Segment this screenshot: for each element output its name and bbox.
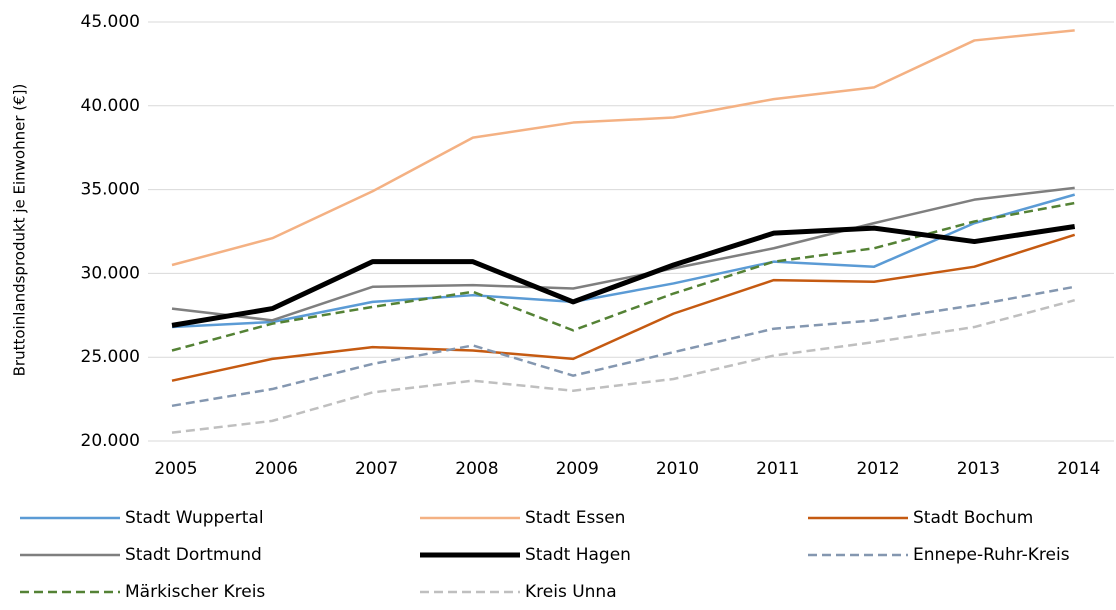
y-tick-label: 45.000: [81, 12, 140, 32]
x-tick-label: 2010: [656, 459, 699, 479]
y-tick-label: 30.000: [81, 263, 140, 283]
x-tick-label: 2008: [455, 459, 498, 479]
x-tick-label: 2009: [556, 459, 599, 479]
line-series: [171, 299, 1076, 434]
legend-label: Stadt Dortmund: [125, 545, 262, 565]
line-series: [171, 186, 1075, 322]
x-tick-label: 2005: [154, 459, 197, 479]
line-series: [171, 193, 1076, 329]
x-tick-label: 2012: [856, 459, 899, 479]
y-tick-label: 25.000: [81, 347, 140, 367]
line-series: [171, 29, 1075, 267]
y-tick-label: 35.000: [81, 180, 140, 200]
line-series: [171, 223, 1076, 328]
x-tick-label: 2006: [255, 459, 298, 479]
legend-label: Kreis Unna: [525, 582, 617, 602]
x-tick-label: 2014: [1057, 459, 1100, 479]
y-tick-label: 40.000: [81, 96, 140, 116]
line-series: [171, 233, 1076, 382]
legend-label: Ennepe-Ruhr-Kreis: [913, 545, 1070, 565]
x-tick-label: 2011: [756, 459, 799, 479]
x-tick-label: 2007: [355, 459, 398, 479]
legend-label: Märkischer Kreis: [125, 582, 265, 602]
line-series: [171, 201, 1075, 352]
legend-label: Stadt Wuppertal: [125, 508, 264, 528]
legend-label: Stadt Essen: [525, 508, 625, 528]
legend-label: Stadt Bochum: [913, 508, 1033, 528]
line-series: [171, 285, 1075, 408]
y-tick-label: 20.000: [81, 431, 140, 451]
legend-label: Stadt Hagen: [525, 545, 631, 565]
y-axis-label: Bruttoinlandsprodukt je Einwohner (€]): [11, 84, 29, 377]
x-tick-label: 2013: [957, 459, 1000, 479]
